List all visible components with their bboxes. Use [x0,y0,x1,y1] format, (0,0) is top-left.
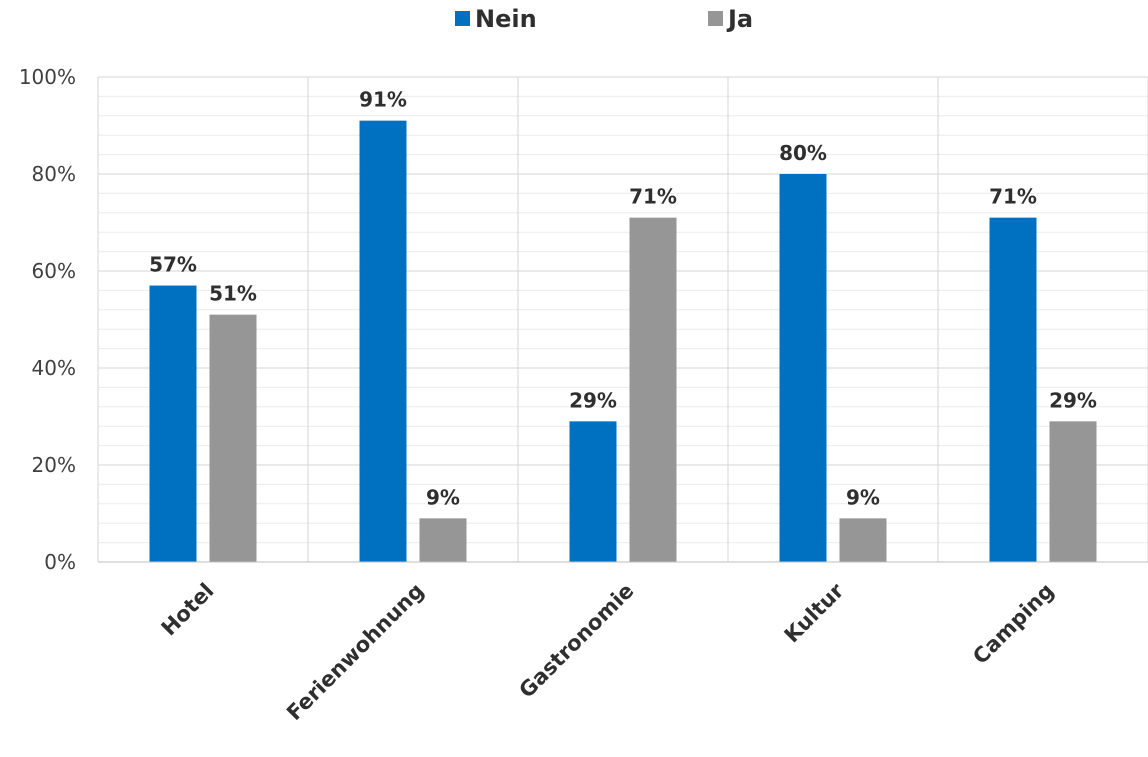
data-label: 71% [629,185,677,209]
bar-nein-hotel [149,285,197,562]
y-tick-label: 20% [32,453,76,477]
bar-ja-kultur [839,518,887,562]
x-tick-label: Ferienwohnung [282,579,428,725]
data-labels: 57% 51% 91% 9% 29% 71% 80% 9% 71% 29% [149,88,1097,510]
bar-ja-hotel [209,314,257,562]
gridlines [97,76,1148,563]
y-tick-label: 0% [44,550,76,574]
y-tick-label: 80% [32,162,76,186]
bar-nein-ferienwohnung [359,120,407,563]
bar-nein-kultur [779,174,827,562]
bars [149,120,1097,563]
bar-nein-gastronomie [569,421,617,562]
data-label: 51% [209,282,257,306]
legend-label: Nein [475,5,537,33]
data-label: 91% [359,88,407,112]
data-label: 80% [779,141,827,165]
data-label: 29% [1049,388,1097,412]
data-label: 9% [426,485,460,509]
legend-label: Ja [726,5,753,33]
data-label: 71% [989,185,1037,209]
x-tick-label: Camping [968,579,1058,669]
bar-ja-camping [1049,421,1097,562]
x-tick-label: Gastronomie [514,579,638,703]
data-label: 9% [846,485,880,509]
y-tick-label: 40% [32,356,76,380]
data-label: 57% [149,253,197,277]
x-tick-label: Hotel [157,579,219,641]
legend-swatch [708,11,723,26]
y-axis: 0% 20% 40% 60% 80% 100% [19,65,76,574]
x-axis: Hotel Ferienwohnung Gastronomie Kultur Campi… [98,561,1148,725]
bar-ja-gastronomie [629,217,677,562]
bar-nein-camping [989,217,1037,562]
legend: Nein Ja [455,5,753,33]
y-tick-label: 60% [32,259,76,283]
x-tick-label: Kultur [780,578,849,647]
data-label: 29% [569,388,617,412]
legend-swatch [455,11,470,26]
bar-ja-ferienwohnung [419,518,467,562]
y-tick-label: 100% [19,65,76,89]
